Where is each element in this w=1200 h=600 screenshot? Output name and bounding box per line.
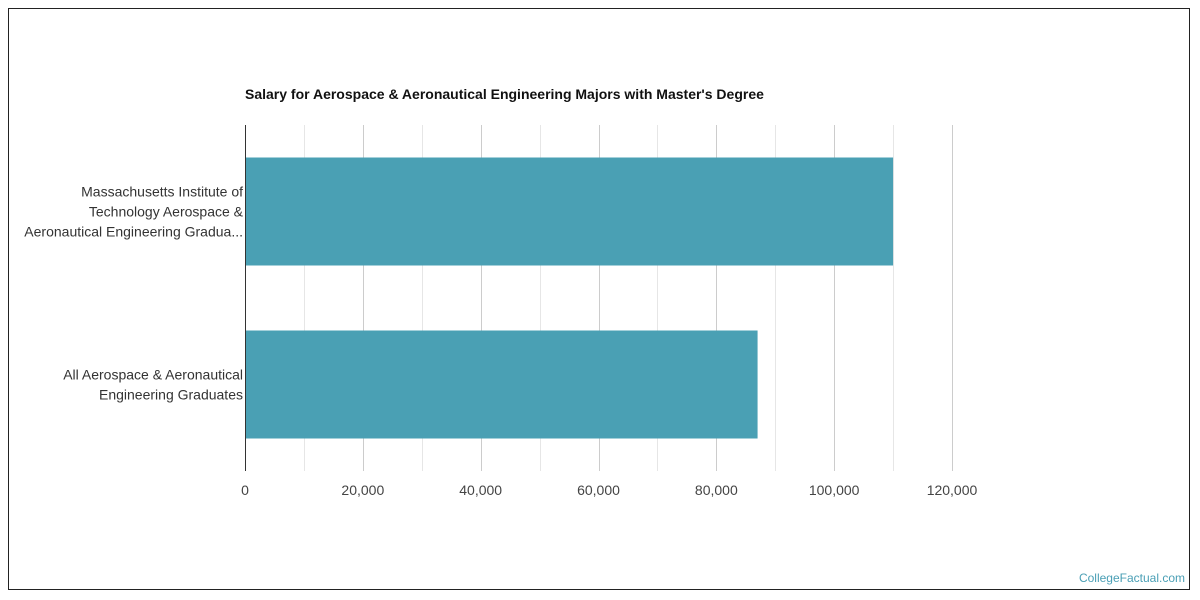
category-label: Engineering Graduates: [99, 387, 243, 403]
category-label: All Aerospace & Aeronautical: [63, 367, 243, 383]
category-label: Massachusetts Institute of: [81, 184, 243, 200]
x-tick-label: 60,000: [577, 482, 620, 498]
bar[interactable]: [245, 157, 894, 266]
bar[interactable]: [245, 330, 758, 439]
category-label: Technology Aerospace &: [89, 204, 244, 220]
category-label: Aeronautical Engineering Gradua...: [24, 224, 243, 240]
x-tick-label: 20,000: [341, 482, 384, 498]
x-tick-label: 100,000: [809, 482, 860, 498]
x-tick-label: 40,000: [459, 482, 502, 498]
x-tick-label: 120,000: [927, 482, 978, 498]
x-tick-label: 80,000: [695, 482, 738, 498]
x-tick-label: 0: [241, 482, 249, 498]
chart-title: Salary for Aerospace & Aeronautical Engi…: [245, 86, 764, 102]
chart-frame: [8, 8, 1190, 590]
collegefactual-watermark[interactable]: CollegeFactual.com: [1079, 571, 1185, 585]
